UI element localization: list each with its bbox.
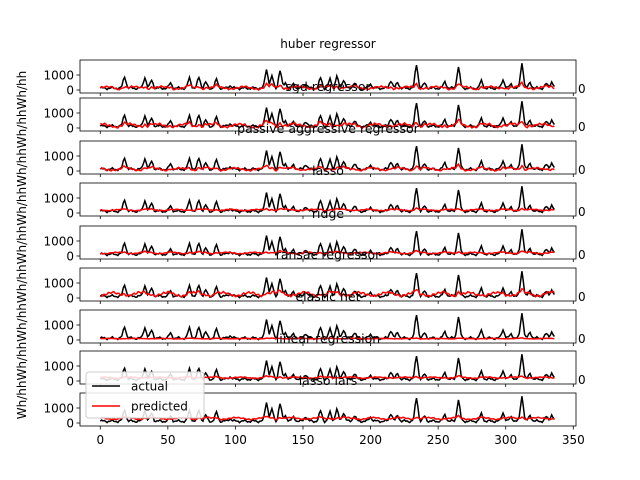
y-tick-label: 1000	[43, 107, 74, 121]
y-tick-label: 0	[66, 84, 74, 98]
panel-title: huber regressor	[280, 37, 376, 51]
panel-frame	[79, 182, 577, 217]
panel-frame	[79, 309, 577, 344]
panel-title: sgd regressor	[285, 79, 371, 94]
y-tick-label: 1000	[43, 235, 74, 249]
series-line-predicted	[100, 207, 555, 212]
y-tick-label: 1000	[43, 360, 74, 374]
y-tick-label: 0	[66, 122, 74, 136]
panel-frame	[79, 392, 577, 427]
overlap-tick-label: 0	[578, 248, 586, 262]
overlap-tick-label: 0	[578, 205, 586, 219]
y-tick-label: 0	[66, 250, 74, 264]
x-tick-label: 150	[292, 433, 315, 447]
panel-title: linear regression	[276, 331, 380, 346]
overlap-tick-label: 0	[578, 82, 586, 96]
y-tick-label: 1000	[43, 69, 74, 83]
legend-label-actual: actual	[131, 380, 168, 394]
y-tick-label: 0	[66, 334, 74, 348]
panels: 0100000100000100000100000100000100000100…	[43, 37, 585, 431]
x-tick-label: 50	[160, 433, 175, 447]
x-tick-label: 300	[494, 433, 517, 447]
panel-title: passive aggressive regressor	[237, 121, 420, 136]
x-tick-label: 100	[224, 433, 247, 447]
series-line-predicted	[100, 287, 555, 298]
panel-frame	[79, 59, 577, 94]
y-tick-label: 1000	[43, 192, 74, 206]
series-line-actual	[99, 313, 555, 341]
x-tick-label: 250	[427, 433, 450, 447]
panel-title: lasso	[312, 163, 344, 178]
overlap-tick-label: 0	[578, 163, 586, 177]
panel-title: elastic net	[295, 289, 360, 304]
series-line-predicted	[100, 414, 555, 421]
y-tick-label: 0	[66, 417, 74, 431]
y-tick-label: 1000	[43, 150, 74, 164]
overlap-tick-label: 0	[578, 290, 586, 304]
x-tick-label: 200	[359, 433, 382, 447]
y-axis-label: Wh/hhWh/hhWh/hhWh/hhWh/hhWh/hhWh/hhWh/hh…	[15, 71, 29, 420]
series-line-predicted	[100, 336, 555, 340]
y-tick-label: 1000	[43, 402, 74, 416]
y-tick-label: 1000	[43, 277, 74, 291]
legend-label-predicted: predicted	[131, 400, 188, 414]
y-tick-label: 0	[66, 375, 74, 389]
x-axis: 0 50 100 150 200 250 300 350	[96, 426, 585, 447]
overlap-tick-label: 0	[578, 332, 586, 346]
panel-frame	[79, 225, 577, 260]
panel-frame	[79, 267, 577, 302]
panel-frame	[79, 140, 577, 175]
y-tick-label: 0	[66, 165, 74, 179]
overlap-tick-label: 0	[578, 120, 586, 134]
series-line-predicted	[100, 162, 555, 172]
panel-title: ransac regressor	[276, 247, 381, 262]
panel-title: lasso lars	[299, 373, 358, 388]
x-tick-label: 350	[562, 433, 585, 447]
series-line-predicted	[99, 118, 555, 129]
y-tick-label: 0	[66, 207, 74, 221]
series-line-predicted	[99, 80, 555, 91]
y-tick-label: 0	[66, 292, 74, 306]
panel-title: ridge	[312, 206, 344, 221]
x-tick-label: 0	[96, 433, 104, 447]
series-line-predicted	[100, 249, 555, 255]
y-tick-label: 1000	[43, 319, 74, 333]
legend: actual predicted	[85, 371, 205, 419]
overlap-tick-label: 0	[578, 373, 586, 387]
panel-frame	[79, 350, 577, 385]
panel-frame	[79, 97, 577, 132]
